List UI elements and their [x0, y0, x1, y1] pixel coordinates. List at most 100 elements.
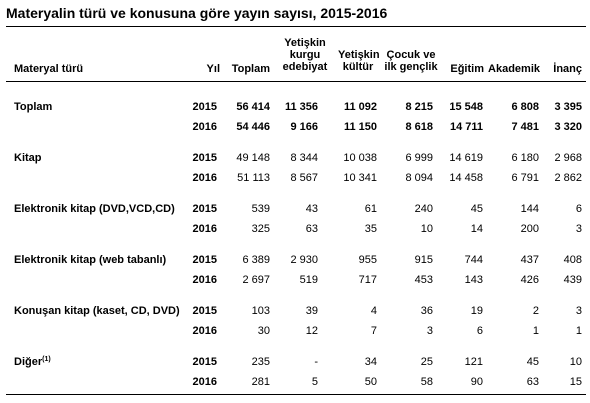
header-faith: İnanç — [553, 63, 582, 75]
table-cell: 915 — [414, 254, 433, 266]
row-year: 2015 — [192, 356, 217, 368]
table-cell: 4 — [370, 305, 377, 317]
row-label: Toplam — [14, 101, 53, 113]
table-cell: 90 — [470, 376, 483, 388]
table-cell: 58 — [420, 376, 433, 388]
table-cell: 6 389 — [242, 254, 270, 266]
table-cell: 6 — [476, 325, 483, 337]
table-cell: 143 — [464, 274, 483, 286]
header-material: Materyal türü — [14, 63, 84, 75]
table-cell: 49 148 — [236, 152, 270, 164]
row-label: Diğer(1) — [14, 356, 51, 368]
table-cell: 6 999 — [405, 152, 433, 164]
table-cell: 11 092 — [343, 101, 377, 113]
table-cell: 25 — [420, 356, 433, 368]
table-cell: 19 — [470, 305, 483, 317]
table-cell: 9 166 — [290, 121, 318, 133]
table-cell: 240 — [414, 203, 433, 215]
table-cell: 11 150 — [343, 121, 377, 133]
table-cell: 10 341 — [343, 172, 377, 184]
table-cell: 7 481 — [511, 121, 539, 133]
table-cell: 50 — [364, 376, 377, 388]
table-cell: 453 — [414, 274, 433, 286]
table-cell: 14 458 — [449, 172, 483, 184]
table-cell: 2 968 — [554, 152, 582, 164]
row-label: Elektronik kitap (web tabanlı) — [14, 254, 167, 266]
table-cell: 8 567 — [290, 172, 318, 184]
header-year: Yıl — [206, 63, 220, 75]
table-cell: 1 — [575, 325, 582, 337]
table-cell: 6 — [575, 203, 582, 215]
table-cell: 36 — [420, 305, 433, 317]
table-cell: 30 — [257, 325, 270, 337]
row-year: 2015 — [192, 152, 217, 164]
table-cell: 5 — [311, 376, 318, 388]
table-cell: 3 395 — [554, 101, 582, 113]
table-cell: 39 — [305, 305, 318, 317]
table-cell: 15 548 — [449, 101, 483, 113]
table-cell: 51 113 — [237, 172, 270, 184]
table-cell: 8 215 — [405, 101, 433, 113]
row-label: Elektronik kitap (DVD,VCD,CD) — [14, 203, 175, 215]
table-cell: 63 — [305, 223, 318, 235]
header-adult-fiction-line3: edebiyat — [282, 61, 328, 73]
row-year: 2016 — [192, 121, 217, 133]
header-adult-culture-line1: Yetişkin — [338, 49, 380, 61]
table-cell: 14 619 — [449, 152, 483, 164]
table-cell: 144 — [520, 203, 539, 215]
table-cell: 121 — [464, 356, 483, 368]
header-total: Toplam — [231, 63, 270, 75]
table-cell: 235 — [251, 356, 270, 368]
row-year: 2015 — [192, 101, 217, 113]
table-cell: 2 930 — [290, 254, 318, 266]
table-cell: 439 — [563, 274, 582, 286]
row-label: Konuşan kitap (kaset, CD, DVD) — [14, 305, 180, 317]
row-year: 2016 — [192, 172, 217, 184]
table-cell: 325 — [251, 223, 270, 235]
header-adult-culture: Yetişkin kültür — [338, 49, 380, 73]
table-cell: 12 — [305, 325, 318, 337]
table-cell: 955 — [358, 254, 377, 266]
table-cell: 2 862 — [554, 172, 582, 184]
row-year: 2016 — [192, 274, 217, 286]
table-cell: 54 446 — [236, 121, 270, 133]
table-cell: 63 — [526, 376, 539, 388]
table-cell: 744 — [464, 254, 483, 266]
table-top-rule — [6, 26, 586, 27]
row-year: 2015 — [192, 305, 217, 317]
row-year: 2016 — [192, 325, 217, 337]
table-cell: 3 — [426, 325, 433, 337]
table-cell: 34 — [364, 356, 377, 368]
table-cell: 717 — [358, 274, 377, 286]
row-label: Kitap — [14, 152, 42, 164]
header-adult-fiction-line1: Yetişkin — [284, 37, 326, 49]
table-cell: 200 — [520, 223, 539, 235]
row-year: 2015 — [192, 203, 217, 215]
table-cell: 35 — [364, 223, 377, 235]
table-cell: 539 — [251, 203, 270, 215]
table-cell: 1 — [532, 325, 539, 337]
table-cell: 2 697 — [242, 274, 270, 286]
table-cell: 6 180 — [511, 152, 539, 164]
table-cell: 6 808 — [511, 101, 539, 113]
table-cell: 8 618 — [405, 121, 433, 133]
table-cell: 3 320 — [554, 121, 582, 133]
table-cell: 2 — [532, 305, 539, 317]
footnote-marker: (1) — [42, 356, 51, 363]
header-children-line1: Çocuk ve — [386, 49, 436, 61]
header-children: Çocuk ve ilk gençlik — [380, 49, 442, 73]
table-cell: 8 344 — [290, 152, 318, 164]
table-cell: 281 — [251, 376, 270, 388]
table-cell: 15 — [569, 376, 582, 388]
table-cell: 45 — [526, 356, 539, 368]
header-education: Eğitim — [450, 63, 484, 75]
table-cell: 7 — [370, 325, 377, 337]
table-cell: 3 — [575, 223, 582, 235]
table-cell: 426 — [520, 274, 539, 286]
table-cell: - — [314, 356, 318, 368]
table-cell: 103 — [251, 305, 270, 317]
table-cell: 45 — [470, 203, 483, 215]
header-children-line2: ilk gençlik — [384, 61, 438, 73]
header-adult-fiction-line2: kurgu — [289, 49, 321, 61]
table-cell: 11 356 — [284, 101, 318, 113]
